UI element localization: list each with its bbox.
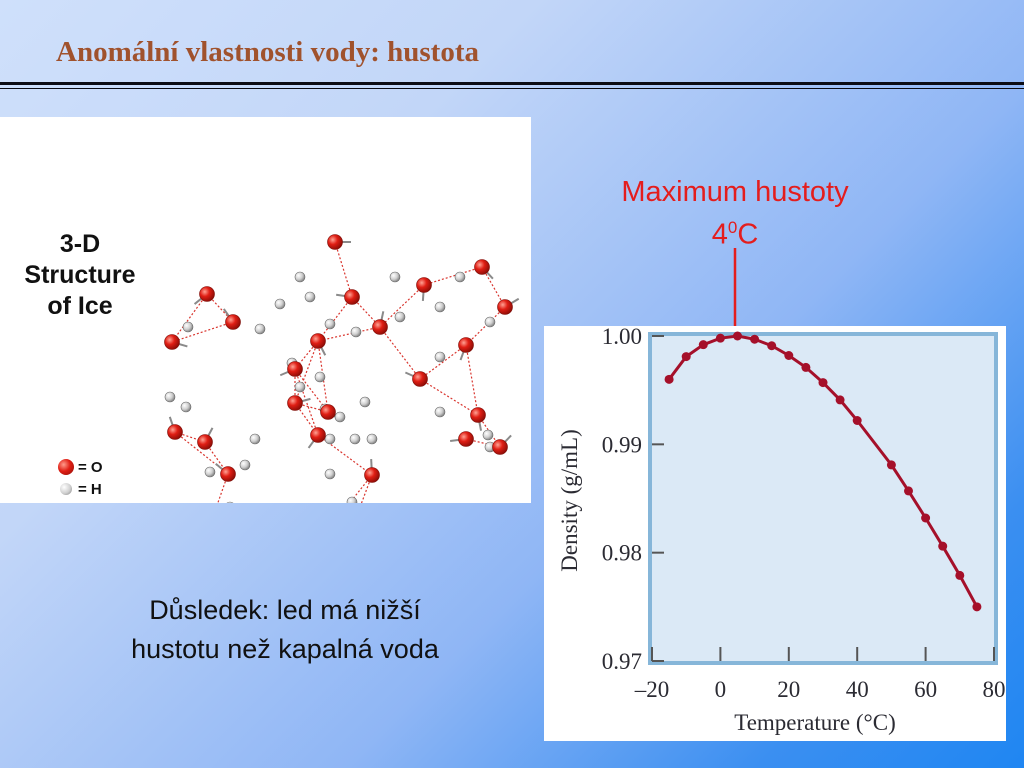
data-point (733, 331, 742, 341)
x-tick-label: 80 (983, 677, 1006, 702)
ice-caption-line-2: Structure (24, 261, 136, 289)
oxygen-atoms (164, 234, 513, 483)
ice-legend: = O = H (58, 456, 103, 500)
data-point (886, 460, 896, 470)
ice-caption-line-3: of Ice (47, 292, 113, 320)
data-point (681, 352, 691, 362)
x-tick-label: 40 (846, 677, 869, 702)
data-point (767, 341, 777, 351)
density-chart-canvas: 0.97 0.98 0.99 1.00 –20 0 20 40 60 80 Density (g/… (557, 326, 1006, 735)
title-divider-thin (0, 88, 1024, 89)
y-tick-label: 0.99 (602, 432, 642, 457)
axis-ticks: 0.97 0.98 0.99 1.00 –20 0 20 40 60 80 (602, 326, 1006, 702)
legend-oxygen-label: = O (78, 458, 103, 476)
plot-area (648, 332, 998, 665)
ice-lattice-illustration (164, 234, 520, 503)
y-tick-label: 1.00 (602, 326, 642, 349)
title-divider (0, 82, 1024, 85)
callout-unit: C (737, 218, 759, 251)
density-maximum-callout: Maximum hustoty 40C (580, 174, 890, 253)
oxygen-atom-icon (58, 459, 74, 475)
legend-oxygen: = O (58, 456, 103, 478)
data-point (784, 351, 794, 360)
data-point (972, 602, 982, 612)
data-point (664, 374, 674, 384)
y-axis-label: Density (g/mL) (557, 429, 582, 571)
callout-line-2: 40C (580, 210, 890, 253)
slide-title: Anomální vlastnosti vody: hustota (56, 36, 479, 68)
callout-value: 4 (711, 218, 728, 251)
x-tick-label: 20 (777, 677, 800, 702)
conclusion-line-1: Důsledek: led má nižší (149, 595, 421, 625)
y-tick-label: 0.97 (602, 649, 642, 674)
callout-superscript: 0 (727, 218, 738, 237)
hydrogen-atoms (164, 271, 506, 503)
x-tick-label: 0 (715, 677, 727, 702)
data-point (921, 513, 931, 523)
data-point (715, 333, 725, 343)
x-tick-label: 60 (914, 677, 937, 702)
hydrogen-atom-icon (60, 483, 72, 495)
data-point (698, 340, 708, 350)
covalent-bond-stubs (168, 241, 520, 476)
ice-caption-line-1: 3-D (59, 230, 101, 258)
data-point (818, 378, 828, 388)
conclusion-text: Důsledek: led má nižší hustotu než kapal… (70, 591, 500, 669)
callout-line-1: Maximum hustoty (621, 176, 849, 208)
x-axis-label: Temperature (°C) (734, 710, 895, 735)
data-point (750, 334, 760, 344)
data-point (955, 570, 965, 580)
data-point (938, 541, 948, 551)
data-point (852, 416, 862, 425)
x-tick-label: –20 (634, 677, 670, 702)
y-tick-label: 0.98 (602, 541, 642, 566)
ice-structure-figure: 3-D Structure of Ice = O = H (0, 117, 531, 503)
density-chart: 0.97 0.98 0.99 1.00 –20 0 20 40 60 80 Density (g/… (544, 326, 1006, 741)
density-series-points (664, 331, 982, 612)
data-point (904, 486, 913, 496)
hydrogen-bond-lines (171, 241, 506, 503)
conclusion-line-2: hustotu než kapalná voda (131, 634, 439, 664)
data-point (801, 362, 811, 372)
ice-figure-caption: 3-D Structure of Ice (8, 229, 152, 322)
legend-hydrogen: = H (58, 478, 103, 500)
legend-hydrogen-label: = H (78, 480, 102, 498)
data-point (835, 395, 845, 405)
